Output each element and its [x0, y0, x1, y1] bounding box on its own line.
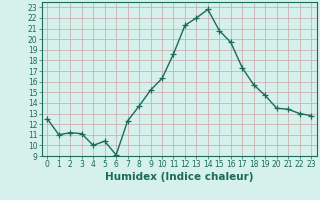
X-axis label: Humidex (Indice chaleur): Humidex (Indice chaleur): [105, 172, 253, 182]
